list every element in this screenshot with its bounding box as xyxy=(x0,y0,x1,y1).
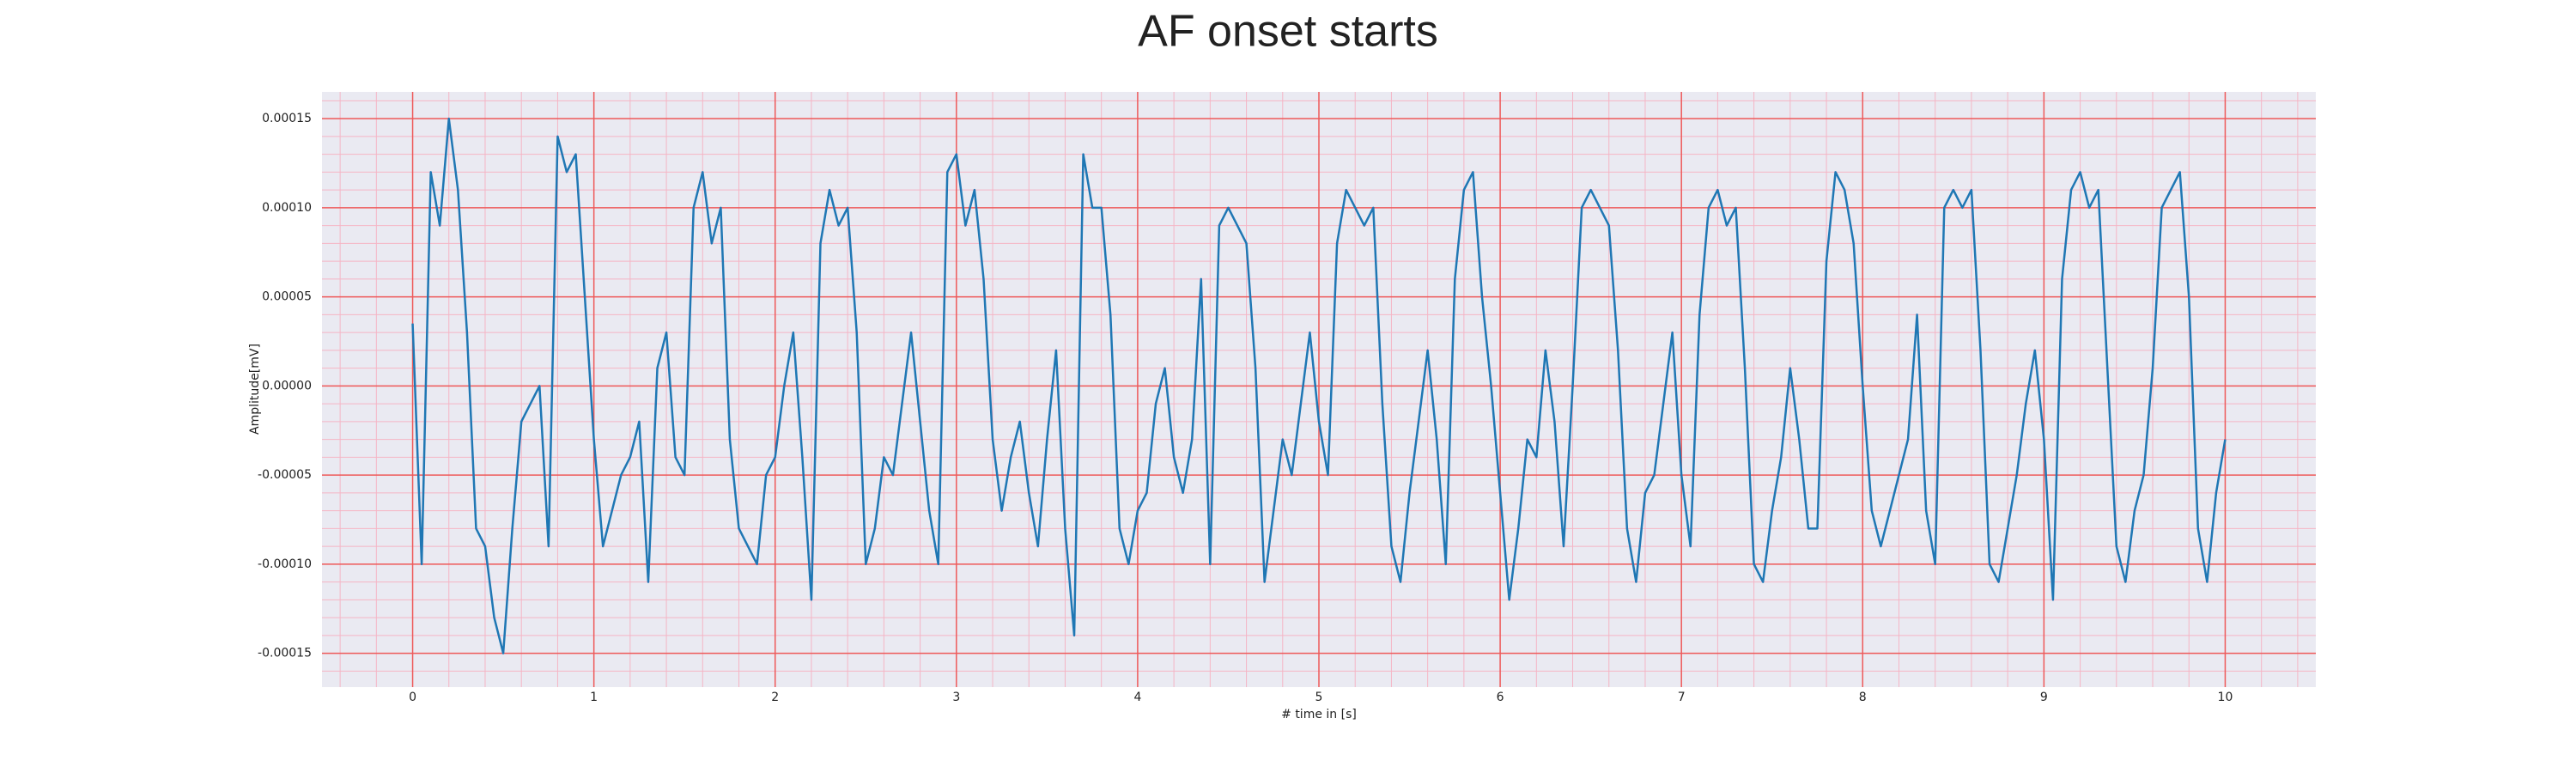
x-tick-label: 8 xyxy=(1859,691,1867,704)
x-tick-label: 10 xyxy=(2218,691,2233,704)
y-axis-label: Amplitude[mV] xyxy=(248,344,262,435)
y-tick-label: 0.00005 xyxy=(262,290,312,304)
x-tick-label: 0 xyxy=(409,691,416,704)
x-tick-label: 1 xyxy=(590,691,598,704)
y-tick-label: -0.00010 xyxy=(258,557,312,571)
x-axis-label: # time in [s] xyxy=(1281,708,1357,721)
y-tick-label: 0.00015 xyxy=(262,112,312,125)
x-tick-label: 6 xyxy=(1497,691,1504,704)
y-tick-label: 0.00010 xyxy=(262,201,312,215)
chart-title: AF onset starts xyxy=(1138,7,1438,57)
x-tick-label: 9 xyxy=(2040,691,2048,704)
x-tick-label: 3 xyxy=(952,691,960,704)
y-tick-label: -0.00005 xyxy=(258,468,312,482)
x-tick-label: 5 xyxy=(1315,691,1323,704)
x-tick-label: 4 xyxy=(1133,691,1141,704)
signal-line xyxy=(411,117,2227,654)
y-tick-label: 0.00000 xyxy=(262,379,312,393)
x-tick-label: 7 xyxy=(1678,691,1686,704)
y-tick-label: -0.00015 xyxy=(258,647,312,660)
x-tick-label: 2 xyxy=(771,691,779,704)
